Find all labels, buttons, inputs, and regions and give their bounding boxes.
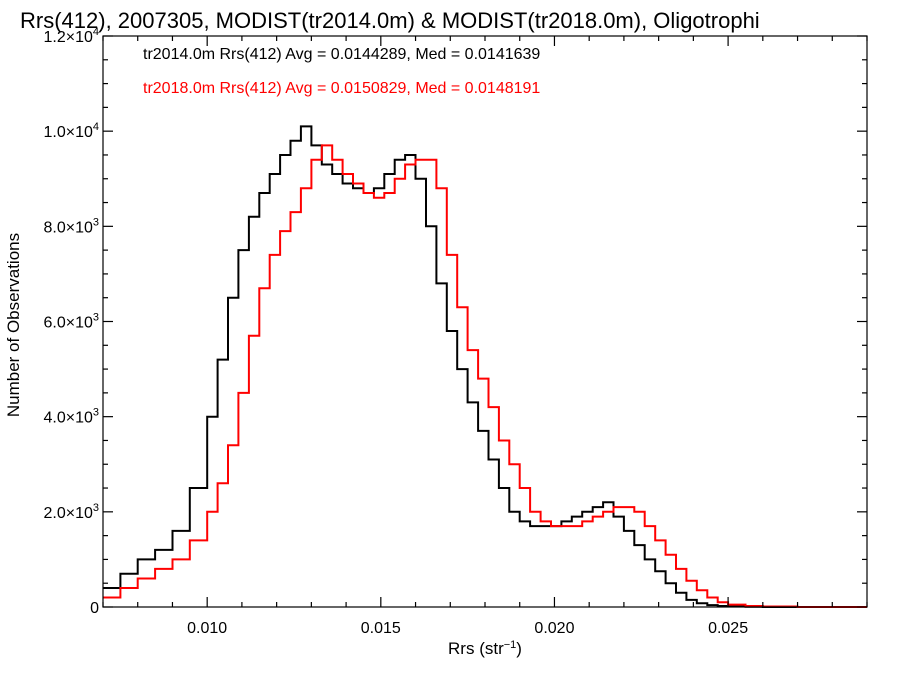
x-tick-label: 0.010 <box>187 620 227 637</box>
y-tick-mantissa: 1.2×10 <box>43 29 92 46</box>
y-tick-label: 2.0×103 <box>43 502 99 522</box>
x-axis-label-suffix: ) <box>516 639 522 658</box>
x-axis-label-superscript: −1 <box>504 639 517 651</box>
y-tick-label: 1.2×104 <box>43 26 99 46</box>
y-tick-mantissa: 1.0×10 <box>43 124 92 141</box>
y-tick-mantissa: 8.0×10 <box>43 219 92 236</box>
y-tick-exponent: 4 <box>93 121 99 133</box>
chart-title: Rrs(412), 2007305, MODIST(tr2014.0m) & M… <box>20 8 760 33</box>
y-axis-label: Number of Observations <box>4 233 23 417</box>
y-tick-label: 8.0×103 <box>43 216 99 236</box>
y-tick-exponent: 3 <box>93 502 99 514</box>
y-tick-exponent: 4 <box>93 26 99 38</box>
series-layer <box>103 125 867 608</box>
y-tick-exponent: 3 <box>93 407 99 419</box>
x-axis-label: Rrs (str−1) <box>448 639 522 658</box>
y-tick-mantissa: 0 <box>90 600 99 617</box>
x-tick-label: 0.025 <box>708 620 748 637</box>
y-tick-exponent: 3 <box>93 216 99 228</box>
x-tick-label: 0.015 <box>361 620 401 637</box>
y-tick-exponent: 3 <box>93 312 99 324</box>
y-tick-label: 0 <box>90 600 99 617</box>
y-tick-mantissa: 2.0×10 <box>43 505 92 522</box>
legend-entry-tr2018: tr2018.0m Rrs(412) Avg = 0.0150829, Med … <box>143 80 540 97</box>
legend-entry-tr2014: tr2014.0m Rrs(412) Avg = 0.0144289, Med … <box>143 46 540 63</box>
y-tick-mantissa: 4.0×10 <box>43 410 92 427</box>
y-tick-label: 6.0×103 <box>43 312 99 332</box>
series-line-0 <box>103 125 867 608</box>
y-tick-label: 1.0×104 <box>43 121 99 141</box>
plot-frame <box>102 35 868 608</box>
x-tick-label: 0.020 <box>534 620 574 637</box>
y-tick-mantissa: 6.0×10 <box>43 315 92 332</box>
y-tick-label: 4.0×103 <box>43 407 99 427</box>
series-line-1 <box>103 144 867 608</box>
ticks-layer: 0.010 0.015 0.020 0.02502.0×1034.0×1036.0×1… <box>43 26 868 637</box>
x-axis-label-text: Rrs (str <box>448 639 504 658</box>
